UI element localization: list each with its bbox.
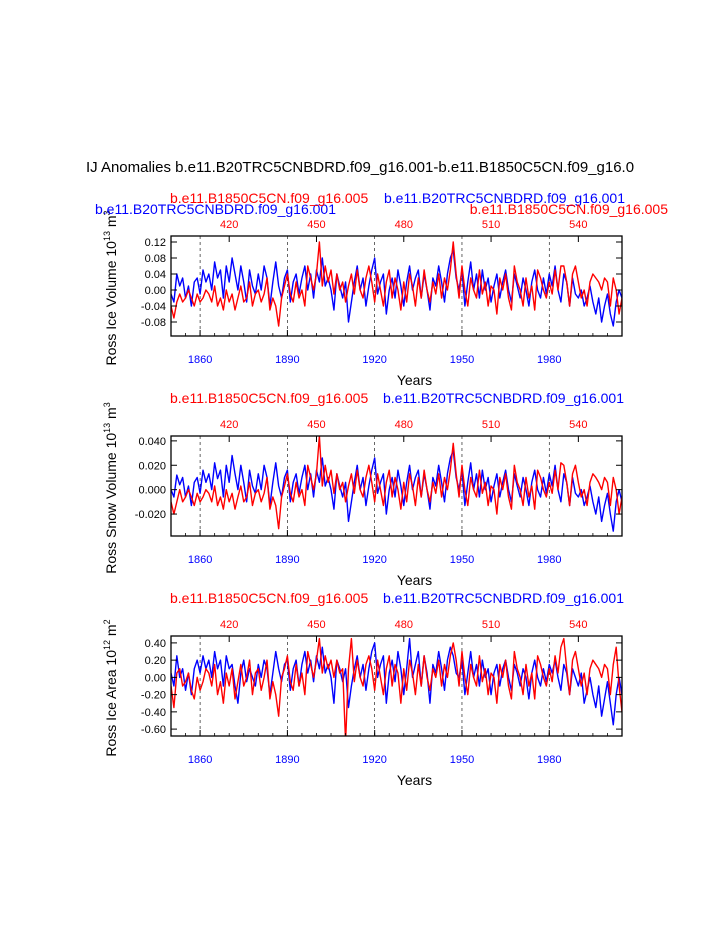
series-blue-line: [171, 249, 622, 327]
series-label-right-2: b.e11.B1850C5CN.f09_g16.005: [470, 201, 668, 217]
x-tick-label-bottom: 1860: [188, 354, 212, 366]
plot-frame: [170, 635, 623, 737]
x-tick-label-bottom: 1920: [362, 754, 386, 766]
series-label-left: b.e11.B20TRC5CNBDRD.f09_g16.001: [95, 201, 336, 217]
y-tick-label: 0.08: [145, 253, 166, 265]
panel-1: -0.08 -0.04 0.00 0.04 0.08 0.12 1860 1890 1920 19…: [95, 190, 668, 388]
x-tick-label-top: 540: [569, 619, 587, 631]
panel-3: -0.60 -0.40 -0.20 0.00 0.20 0.40 1860 1890 1920 1…: [102, 590, 624, 788]
y-tick-label: -0.20: [141, 690, 166, 702]
plot-frame: [170, 435, 623, 537]
x-tick-label-top: 510: [482, 619, 500, 631]
y-tick-label: 0.000: [138, 485, 166, 497]
y-tick-label: 0.12: [145, 237, 166, 249]
series-red-line: [171, 637, 622, 736]
x-tick-label-bottom: 1920: [362, 554, 386, 566]
series-label-right: b.e11.B20TRC5CNBDRD.f09_g16.001: [384, 190, 625, 206]
y-tick-label: 0.040: [138, 436, 166, 448]
x-axis-label: Years: [397, 372, 432, 388]
x-tick-label-bottom: 1950: [450, 754, 474, 766]
x-axis-label: Years: [397, 772, 432, 788]
x-tick-label-bottom: 1890: [275, 354, 299, 366]
x-tick-label-top: 450: [307, 419, 325, 431]
x-tick-label-bottom: 1860: [188, 754, 212, 766]
y-axis-label: Ross Ice Volume 1013 m3: [102, 210, 119, 365]
plot-frame: [170, 235, 623, 337]
x-tick-label-bottom: 1890: [275, 554, 299, 566]
x-tick-label-top: 420: [220, 219, 238, 231]
y-tick-label: 0.40: [145, 638, 166, 650]
figure-title: IJ Anomalies b.e11.B20TRC5CNBDRD.f09_g16…: [86, 159, 634, 176]
series-red-line: [171, 241, 622, 327]
x-tick-label-top: 420: [220, 619, 238, 631]
y-tick-label: -0.08: [141, 317, 166, 329]
x-tick-label-top: 510: [482, 419, 500, 431]
panel-2: -0.020 0.000 0.020 0.040 1860 1890 1920 1950 198…: [102, 390, 624, 588]
x-tick-label-top: 480: [395, 619, 413, 631]
x-tick-label-bottom: 1980: [537, 754, 561, 766]
x-tick-label-top: 450: [307, 219, 325, 231]
series-label-left: b.e11.B1850C5CN.f09_g16.005: [170, 390, 368, 406]
x-tick-label-top: 540: [569, 219, 587, 231]
x-tick-label-top: 510: [482, 219, 500, 231]
x-tick-label-top: 480: [395, 219, 413, 231]
y-tick-label: 0.00: [145, 285, 166, 297]
y-tick-label: -0.020: [135, 509, 166, 521]
y-tick-label: -0.60: [141, 724, 166, 736]
y-axis-label: Ross Ice Area 1012 m2: [102, 619, 119, 756]
y-tick-label: 0.00: [145, 672, 166, 684]
x-axis-label: Years: [397, 572, 432, 588]
series-label-left: b.e11.B1850C5CN.f09_g16.005: [170, 590, 368, 606]
x-tick-label-bottom: 1980: [537, 354, 561, 366]
x-tick-label-bottom: 1860: [188, 554, 212, 566]
series-label-right: b.e11.B20TRC5CNBDRD.f09_g16.001: [383, 590, 624, 606]
series-blue-line: [171, 449, 622, 532]
y-tick-label: 0.020: [138, 460, 166, 472]
x-tick-label-bottom: 1890: [275, 754, 299, 766]
series-label-left-2: b.e11.B1850C5CN.f09_g16.005: [170, 190, 368, 206]
series-label-right: b.e11.B20TRC5CNBDRD.f09_g16.001: [383, 390, 624, 406]
x-tick-label-bottom: 1950: [450, 354, 474, 366]
y-tick-label: 0.04: [145, 269, 166, 281]
y-tick-label: -0.40: [141, 707, 166, 719]
x-tick-label-bottom: 1950: [450, 554, 474, 566]
y-tick-label: -0.04: [141, 301, 166, 313]
x-tick-label-top: 420: [220, 419, 238, 431]
series-red-line: [171, 436, 622, 530]
y-axis-label: Ross Snow Volume 1013 m3: [102, 402, 119, 573]
x-tick-label-top: 450: [307, 619, 325, 631]
series-blue-line: [171, 637, 622, 726]
x-tick-label-bottom: 1980: [537, 554, 561, 566]
y-tick-label: 0.20: [145, 655, 166, 667]
x-tick-label-top: 480: [395, 419, 413, 431]
x-tick-label-bottom: 1920: [362, 354, 386, 366]
x-tick-label-top: 540: [569, 419, 587, 431]
